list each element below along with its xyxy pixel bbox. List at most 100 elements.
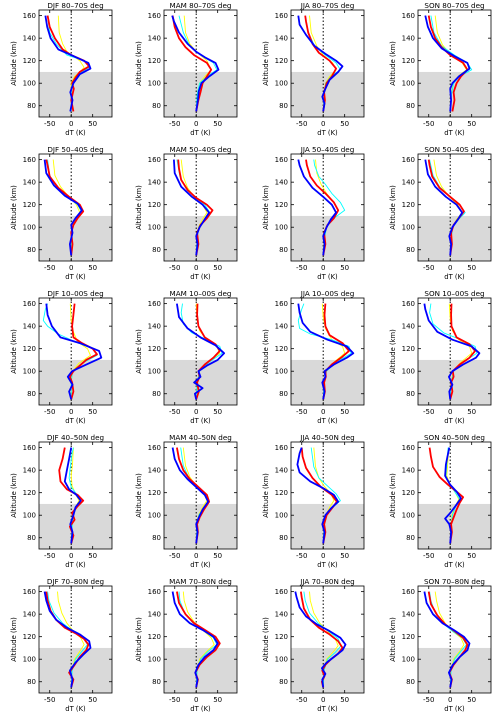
- y-tick-label: 160: [148, 12, 161, 20]
- y-tick-label: 140: [402, 323, 415, 331]
- panel-title: JJA 80–70S deg: [300, 1, 355, 10]
- y-tick-label: 100: [275, 656, 288, 664]
- y-tick-label: 160: [275, 300, 288, 308]
- series-line: [428, 447, 464, 544]
- y-tick-label: 100: [402, 224, 415, 232]
- x-axis-label: dT (K): [190, 561, 211, 569]
- y-tick-label: 120: [275, 489, 288, 497]
- y-tick-label: 140: [148, 323, 161, 331]
- y-tick-label: 120: [402, 633, 415, 641]
- panel-title: MAM 80–70S deg: [170, 1, 232, 10]
- x-tick-label: 50: [88, 552, 97, 560]
- series-line: [43, 591, 92, 688]
- panel: 80 100 120 140 160 -50 0 50 MAM 40–50N deg dT (K)…: [135, 433, 238, 569]
- y-tick-label: 80: [279, 390, 288, 398]
- y-tick-label: 80: [152, 102, 161, 110]
- x-tick-label: -50: [169, 120, 180, 128]
- y-tick-label: 140: [148, 467, 161, 475]
- y-tick-label: 100: [402, 656, 415, 664]
- x-tick-label: 50: [213, 696, 222, 704]
- y-tick-label: 120: [148, 633, 161, 641]
- y-tick-label: 140: [148, 179, 161, 187]
- series-line: [63, 447, 82, 544]
- x-tick-label: 0: [194, 408, 198, 416]
- series-line: [300, 591, 344, 688]
- y-axis-label: Altitude (km): [10, 41, 18, 86]
- y-tick-label: 140: [23, 323, 36, 331]
- plot-frame: [417, 441, 492, 550]
- series-line: [294, 591, 347, 688]
- y-tick-label: 140: [402, 467, 415, 475]
- y-tick-label: 140: [275, 467, 288, 475]
- y-axis-label: Altitude (km): [135, 185, 143, 230]
- y-tick-label: 80: [406, 678, 415, 686]
- y-tick-label: 120: [148, 201, 161, 209]
- y-tick-label: 140: [402, 35, 415, 43]
- y-tick-label: 140: [148, 35, 161, 43]
- y-tick-label: 80: [27, 534, 36, 542]
- x-tick-label: 50: [88, 696, 97, 704]
- x-tick-label: -50: [296, 552, 307, 560]
- y-tick-label: 100: [402, 512, 415, 520]
- panel-title: SON 50–40S deg: [424, 145, 484, 154]
- y-tick-label: 100: [275, 80, 288, 88]
- y-axis-label: Altitude (km): [10, 473, 18, 518]
- x-tick-label: -50: [44, 264, 55, 272]
- plot-frame: [163, 585, 238, 694]
- x-tick-label: 0: [69, 120, 73, 128]
- y-tick-label: 140: [402, 179, 415, 187]
- y-axis-label: Altitude (km): [262, 473, 270, 518]
- x-axis-label: dT (K): [65, 417, 86, 425]
- panel: 80 100 120 140 160 -50 0 50 SON 40–50N deg dT (K)…: [389, 433, 492, 569]
- y-tick-label: 80: [279, 534, 288, 542]
- panel-title: JJA 40–50N deg: [299, 433, 354, 442]
- x-tick-label: 50: [340, 408, 349, 416]
- panel-title: DJF 50–40S deg: [47, 145, 103, 154]
- y-tick-label: 120: [23, 345, 36, 353]
- y-tick-label: 160: [402, 444, 415, 452]
- panel: 80 100 120 140 160 -50 0 50 DJF 80–70S deg dT (K)…: [10, 1, 113, 137]
- panel-title: DJF 40–50N deg: [47, 433, 104, 442]
- y-axis-label: Altitude (km): [389, 473, 397, 518]
- y-tick-label: 100: [402, 80, 415, 88]
- panel: 80 100 120 140 160 -50 0 50 DJF 40–50N deg dT (K)…: [10, 433, 113, 569]
- y-tick-label: 140: [275, 323, 288, 331]
- x-axis-label: dT (K): [317, 129, 338, 137]
- y-tick-label: 80: [27, 678, 36, 686]
- y-tick-label: 80: [279, 678, 288, 686]
- panel-title: MAM 70–80N deg: [169, 577, 232, 586]
- y-tick-label: 120: [402, 345, 415, 353]
- y-tick-label: 100: [148, 80, 161, 88]
- plot-frame: [163, 297, 238, 406]
- x-tick-label: 50: [467, 696, 476, 704]
- plot-frame: [417, 585, 492, 694]
- y-tick-label: 100: [23, 512, 36, 520]
- y-tick-label: 120: [148, 57, 161, 65]
- plot-frame: [38, 9, 113, 118]
- x-tick-label: 0: [194, 120, 198, 128]
- x-tick-label: 0: [321, 264, 325, 272]
- x-tick-label: -50: [423, 264, 434, 272]
- shaded-altitude-band: [39, 215, 112, 261]
- series-line: [171, 15, 220, 112]
- panel: 80 100 120 140 160 -50 0 50 JJA 10–00S deg dT (K)…: [262, 289, 365, 425]
- x-tick-label: -50: [44, 408, 55, 416]
- y-tick-label: 160: [23, 588, 36, 596]
- x-tick-label: -50: [44, 552, 55, 560]
- series-line: [176, 303, 225, 400]
- y-tick-label: 80: [27, 246, 36, 254]
- plot-frame: [38, 441, 113, 550]
- panel: 80 100 120 140 160 -50 0 50 DJF 70–80N deg dT (K)…: [10, 577, 113, 713]
- y-tick-label: 140: [275, 35, 288, 43]
- plot-frame: [290, 9, 365, 118]
- series-line: [424, 15, 471, 112]
- series-line: [173, 159, 210, 256]
- x-tick-label: -50: [44, 120, 55, 128]
- plot-frame: [38, 297, 113, 406]
- panel-title: SON 80–70S deg: [424, 1, 484, 10]
- x-axis-label: dT (K): [65, 705, 86, 713]
- panel: 80 100 120 140 160 -50 0 50 DJF 10–00S deg dT (K)…: [10, 289, 113, 425]
- series-line: [300, 447, 338, 544]
- x-tick-label: 0: [69, 696, 73, 704]
- y-tick-label: 160: [402, 12, 415, 20]
